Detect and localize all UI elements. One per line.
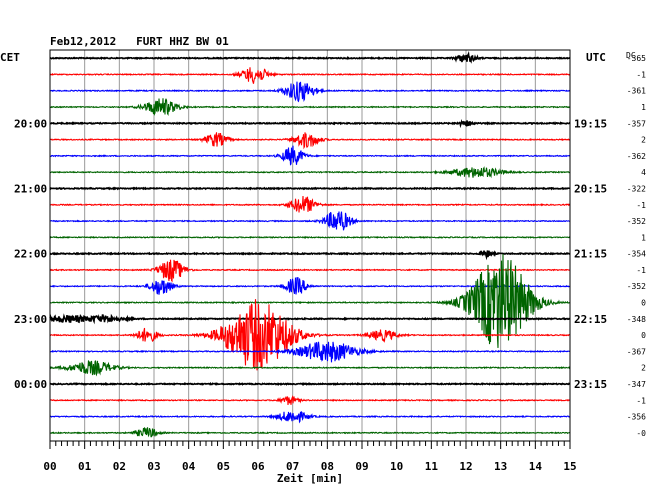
left-time-label: 20:00 — [14, 117, 47, 130]
trace-row-4 — [49, 118, 571, 129]
dc-value: -1 — [636, 201, 646, 210]
dc-value: 0 — [641, 299, 646, 308]
dc-value: -356 — [627, 413, 646, 422]
dc-value: 1 — [641, 233, 646, 242]
trace-row-9 — [49, 196, 571, 213]
left-time-label: 23:00 — [14, 313, 47, 326]
dc-value: -347 — [627, 380, 646, 389]
trace-row-19 — [49, 360, 571, 377]
dc-value: -352 — [627, 282, 646, 291]
trace-row-6 — [49, 145, 571, 166]
dc-value: 2 — [641, 136, 646, 145]
dc-value: 4 — [641, 168, 646, 177]
trace-row-15 — [49, 254, 571, 348]
dc-value: 2 — [641, 364, 646, 373]
trace-row-7 — [49, 166, 571, 179]
x-tick-label: 08 — [321, 460, 334, 473]
left-time-label: 21:00 — [14, 182, 47, 195]
x-tick-label: 14 — [529, 460, 543, 473]
x-tick-label: 06 — [251, 460, 265, 473]
trace-row-23 — [49, 427, 571, 438]
dc-value: -367 — [627, 347, 646, 356]
dc-value: -1 — [636, 266, 646, 275]
dc-value: -361 — [627, 87, 646, 96]
trace-row-1 — [49, 67, 571, 84]
chart-title: Feb12,2012 FURT HHZ BW 01 — [50, 35, 229, 48]
trace-row-21 — [49, 394, 571, 406]
utc-label: UTC — [586, 51, 606, 64]
dc-value: -322 — [627, 184, 646, 193]
dc-value: -362 — [627, 152, 646, 161]
trace-row-2 — [49, 81, 570, 103]
trace-row-16 — [49, 313, 571, 325]
dc-value: 1 — [641, 103, 646, 112]
right-time-label: 19:15 — [574, 117, 607, 130]
grid — [49, 50, 571, 441]
right-time-label: 21:15 — [574, 248, 607, 261]
trace-row-18 — [49, 341, 571, 363]
x-tick-label: 09 — [355, 460, 368, 473]
cet-label: CET — [0, 51, 20, 64]
x-tick-label: 11 — [425, 460, 439, 473]
x-tick-label: 07 — [286, 460, 299, 473]
dc-value: -352 — [627, 217, 646, 226]
trace-row-10 — [49, 211, 571, 231]
right-time-label: 20:15 — [574, 182, 607, 195]
plot-border — [49, 49, 571, 442]
dc-value: -354 — [627, 250, 646, 259]
dc-value: -1 — [636, 70, 646, 79]
labels: Feb12,2012 FURT HHZ BW 01 CET UTC DC Zei… — [0, 35, 646, 485]
left-time-label: 00:00 — [14, 378, 47, 391]
right-time-label: 22:15 — [574, 313, 607, 326]
x-tick-label: 03 — [147, 460, 160, 473]
x-tick-label: 00 — [43, 460, 56, 473]
left-time-label: 22:00 — [14, 248, 47, 261]
x-tick-label: 04 — [182, 460, 196, 473]
x-tick-label: 05 — [217, 460, 230, 473]
right-time-label: 23:15 — [574, 378, 607, 391]
frame — [49, 49, 571, 449]
x-tick-label: 12 — [459, 460, 472, 473]
x-tick-label: 15 — [563, 460, 576, 473]
dc-value: -348 — [627, 315, 646, 324]
dc-label: DC — [626, 51, 636, 60]
trace-row-0 — [49, 50, 571, 64]
trace-row-5 — [49, 132, 571, 150]
trace-row-22 — [49, 410, 571, 424]
traces — [49, 50, 571, 438]
dc-value: -357 — [627, 119, 646, 128]
trace-row-8 — [49, 186, 571, 191]
x-tick-label: 02 — [113, 460, 126, 473]
dc-value: 0 — [641, 331, 646, 340]
x-tick-label: 01 — [78, 460, 92, 473]
x-tick-label: 10 — [390, 460, 403, 473]
trace-row-11 — [49, 235, 571, 240]
trace-row-13 — [49, 259, 571, 283]
trace-row-17 — [49, 299, 571, 371]
trace-row-3 — [49, 98, 571, 117]
x-tick-label: 13 — [494, 460, 507, 473]
x-axis-label: Zeit [min] — [277, 472, 343, 485]
dc-value: -0 — [636, 429, 646, 438]
trace-row-20 — [49, 381, 571, 386]
trace-row-12 — [49, 250, 571, 261]
dc-value: -1 — [636, 396, 646, 405]
dc-value: -365 — [627, 54, 646, 63]
